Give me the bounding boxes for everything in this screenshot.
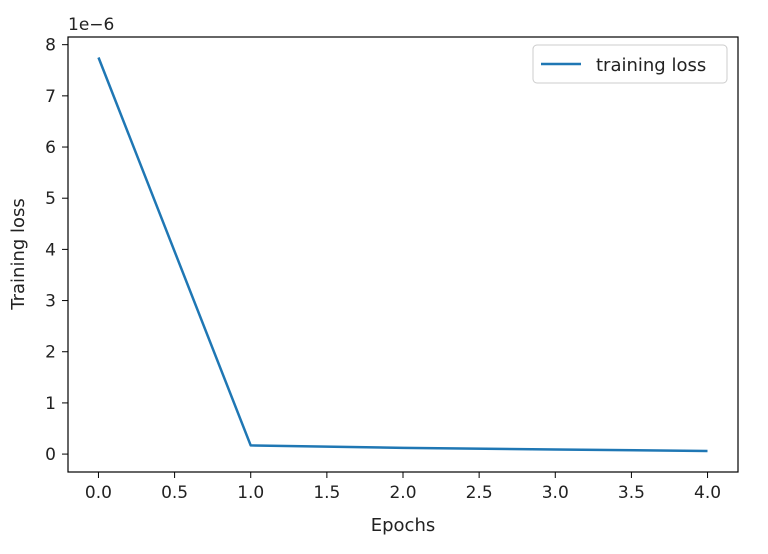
x-axis-label: Epochs [371, 515, 436, 536]
plot-area [67, 36, 739, 473]
series-line-training-loss [97, 57, 708, 453]
x-tick-label: 0.5 [161, 483, 188, 503]
legend: training loss [532, 44, 728, 84]
y-tick-label: 6 [45, 138, 56, 158]
y-tick-label: 5 [45, 189, 56, 209]
series-layer [97, 57, 708, 453]
y-tick-label: 1 [45, 394, 56, 414]
y-tick-label: 4 [45, 240, 56, 260]
x-tick-label: 2.0 [389, 483, 416, 503]
y-tick-label: 3 [45, 292, 56, 312]
y-tick-label: 8 [45, 36, 56, 56]
x-tick-label: 2.5 [466, 483, 493, 503]
x-tick-label: 1.0 [237, 483, 264, 503]
legend-label: training loss [596, 55, 706, 76]
y-axis: 0 1 2 3 4 5 6 7 8 [45, 36, 68, 465]
x-tick-label: 0.0 [85, 483, 112, 503]
x-axis: 0.0 0.5 1.0 1.5 2.0 2.5 3.0 3.5 4.0 [85, 472, 721, 503]
y-axis-label: Training loss [8, 198, 29, 311]
x-tick-label: 4.0 [694, 483, 721, 503]
x-tick-label: 3.0 [542, 483, 569, 503]
y-tick-label: 0 [45, 445, 56, 465]
legend-box [532, 44, 728, 84]
y-tick-label: 7 [45, 87, 56, 107]
y-offset-label: 1e−6 [68, 15, 114, 35]
x-tick-label: 3.5 [618, 483, 645, 503]
y-tick-label: 2 [45, 343, 56, 363]
x-tick-label: 1.5 [313, 483, 340, 503]
